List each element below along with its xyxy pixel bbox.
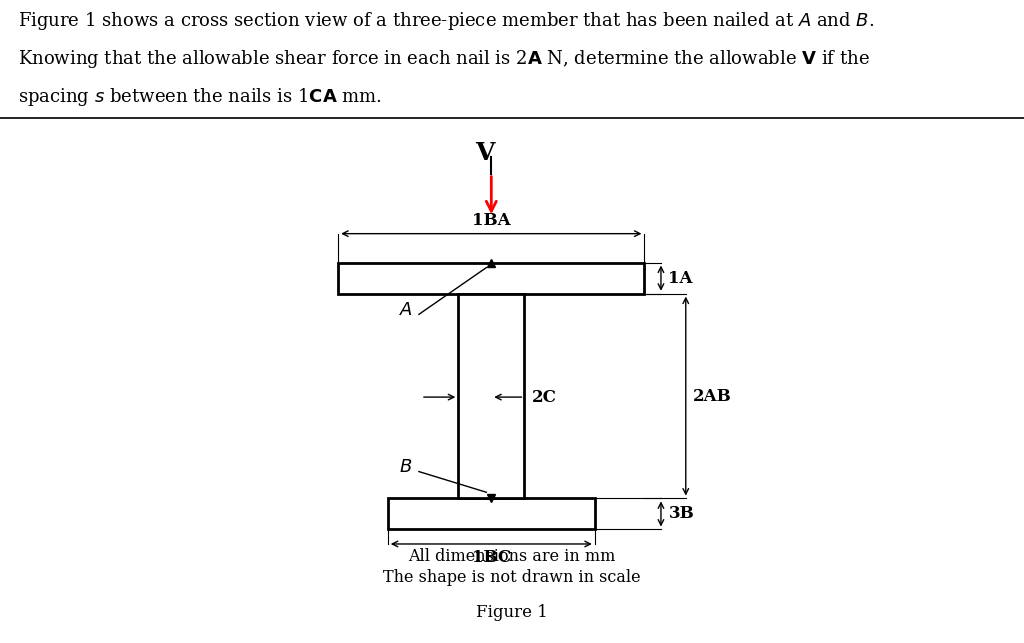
Text: 2C: 2C xyxy=(531,388,557,406)
Text: 1A: 1A xyxy=(669,269,693,287)
Text: 2AB: 2AB xyxy=(693,388,732,404)
Text: $B$: $B$ xyxy=(399,458,413,476)
Text: 1BA: 1BA xyxy=(472,212,511,229)
Text: The shape is not drawn in scale: The shape is not drawn in scale xyxy=(383,569,641,586)
Text: All dimensions are in mm: All dimensions are in mm xyxy=(409,548,615,565)
Text: Figure 1: Figure 1 xyxy=(476,604,548,621)
Text: $A$: $A$ xyxy=(398,301,413,319)
Bar xyxy=(338,262,644,294)
Text: 3B: 3B xyxy=(669,505,694,523)
Text: Knowing that the allowable shear force in each nail is 2$\mathbf{A}$ N, determin: Knowing that the allowable shear force i… xyxy=(18,48,870,69)
Text: spacing $\it{s}$ between the nails is 1$\mathbf{CA}$ mm.: spacing $\it{s}$ between the nails is 1$… xyxy=(18,86,382,107)
Text: V: V xyxy=(475,141,495,165)
Bar xyxy=(458,294,524,498)
Text: Figure 1 shows a cross section view of a three-piece member that has been nailed: Figure 1 shows a cross section view of a… xyxy=(18,10,874,32)
Text: 1BC: 1BC xyxy=(472,549,511,566)
Bar xyxy=(388,498,595,529)
